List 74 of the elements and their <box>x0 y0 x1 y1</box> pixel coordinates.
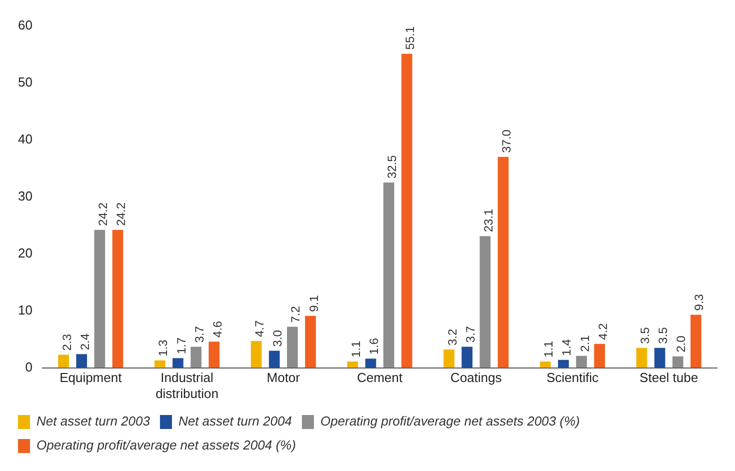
data-label: 1.1 <box>542 340 556 358</box>
data-label: 55.1 <box>403 26 418 50</box>
data-label: 1.4 <box>560 338 574 356</box>
bar <box>401 54 412 368</box>
data-label: 9.3 <box>692 294 706 311</box>
bar <box>480 236 491 368</box>
data-label: 7.2 <box>288 306 303 323</box>
bar <box>636 348 648 368</box>
data-label: 32.5 <box>385 154 400 179</box>
data-label: 1.7 <box>174 337 188 354</box>
bar <box>498 156 509 368</box>
x-tick-label: Coatings <box>450 370 502 386</box>
data-label: 24.2 <box>114 202 128 226</box>
data-label: 3.2 <box>445 328 460 346</box>
bar <box>444 350 454 368</box>
bar <box>112 230 124 368</box>
y-tick-label: 10 <box>18 302 32 318</box>
bar <box>286 326 298 368</box>
bar <box>250 341 262 368</box>
x-tick-label: Scientific <box>546 370 599 386</box>
data-label: 37.0 <box>500 129 514 153</box>
bar <box>305 316 316 368</box>
legend-label: Net asset turn 2004 <box>178 414 292 429</box>
data-label: 1.3 <box>156 339 170 356</box>
legend-label: Operating profit/average net assets 2004 (%) <box>36 438 296 453</box>
bar <box>268 350 280 368</box>
bar <box>208 342 220 368</box>
x-tick-label: Steel tube <box>640 370 698 386</box>
bar <box>94 230 106 368</box>
y-tick-label: 60 <box>18 17 32 32</box>
bar <box>558 360 569 368</box>
x-tick-label: Motor <box>266 370 301 386</box>
bar <box>462 346 472 368</box>
x-tick-label: Industrial distribution <box>156 370 218 401</box>
y-tick-label: 30 <box>18 188 32 204</box>
data-label: 2.4 <box>78 333 92 350</box>
bar <box>190 346 202 368</box>
bar <box>58 354 69 368</box>
y-tick-label: 40 <box>18 131 32 146</box>
data-label: 3.7 <box>463 326 478 343</box>
y-tick-label: 20 <box>18 245 32 260</box>
bar <box>347 362 358 368</box>
data-label: 1.1 <box>348 340 363 358</box>
data-label: 9.1 <box>306 294 321 312</box>
legend-label: Net asset turn 2003 <box>36 414 151 429</box>
bar <box>383 182 394 368</box>
y-tick-label: 0 <box>25 359 32 374</box>
data-label: 3.5 <box>638 326 652 344</box>
bar <box>672 356 684 368</box>
y-tick-label: 50 <box>18 74 32 90</box>
data-label: 4.6 <box>210 320 224 338</box>
bar <box>76 354 88 368</box>
data-label: 23.1 <box>481 208 496 232</box>
data-label: 4.7 <box>252 320 267 338</box>
data-label: 3.5 <box>656 326 670 344</box>
data-label: 2.0 <box>674 335 688 352</box>
bar <box>576 356 587 368</box>
bar <box>654 348 666 368</box>
data-label: 2.1 <box>578 334 592 352</box>
bar <box>594 344 605 368</box>
data-label: 4.2 <box>596 322 610 340</box>
data-label: 2.3 <box>60 334 74 351</box>
data-label: 24.2 <box>96 202 110 226</box>
bar <box>540 362 551 368</box>
bar <box>365 358 376 368</box>
x-tick-label: Cement <box>356 370 403 386</box>
bar <box>690 314 702 368</box>
bar <box>154 360 166 368</box>
data-label: 3.7 <box>192 326 206 343</box>
data-label: 3.0 <box>270 330 285 347</box>
x-tick-label: Equipment <box>60 370 122 386</box>
legend-label: Operating profit/average net assets 2003 (%) <box>320 414 580 429</box>
bar <box>172 358 184 368</box>
data-label: 1.6 <box>367 338 382 355</box>
